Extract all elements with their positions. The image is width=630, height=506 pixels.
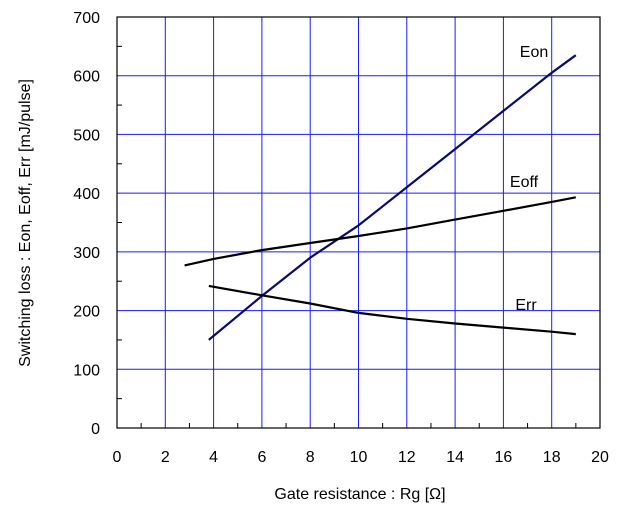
x-tick-label: 10 (350, 449, 368, 466)
x-tick-label: 18 (543, 449, 561, 466)
x-tick-label: 12 (398, 449, 416, 466)
series-lines (184, 54, 577, 341)
x-tick-label: 16 (495, 449, 513, 466)
y-tick-label: 300 (73, 245, 100, 262)
series-labels: Eon Eoff Err (510, 44, 548, 314)
y-axis-title: Switching loss : Eon, Eoff, Err [mJ/puls… (17, 79, 34, 367)
y-tick-label: 200 (73, 304, 100, 321)
series-line-err (208, 284, 576, 336)
series-label-err: Err (515, 297, 537, 314)
y-tick-label: 400 (73, 186, 100, 203)
y-tick-label: 500 (73, 127, 100, 144)
x-tick-label: 20 (591, 449, 609, 466)
y-tick-label: 700 (73, 10, 100, 27)
grid (117, 17, 600, 428)
series-label-eoff: Eoff (510, 174, 539, 191)
x-tick-label: 2 (161, 449, 170, 466)
y-tick-label: 0 (91, 421, 100, 438)
x-axis-title: Gate resistance : Rg [Ω] (274, 486, 445, 503)
x-tick-label: 0 (113, 449, 122, 466)
x-tick-label: 6 (257, 449, 266, 466)
x-tick-label: 14 (446, 449, 464, 466)
x-tick-label: 4 (209, 449, 218, 466)
series-line-eoff (184, 196, 577, 267)
y-tick-label: 600 (73, 69, 100, 86)
y-tick-label: 100 (73, 362, 100, 379)
series-label-eon: Eon (520, 44, 548, 61)
x-tick-label: 8 (306, 449, 315, 466)
series-line-eon (208, 54, 577, 341)
